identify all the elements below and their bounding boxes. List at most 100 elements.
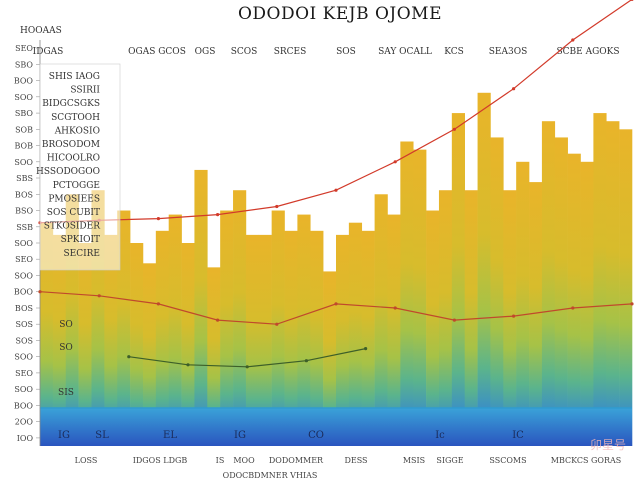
bar: [130, 243, 144, 446]
bottom-axis-label: IS: [216, 456, 225, 465]
legend-entry: STKOSIDER: [44, 222, 101, 232]
chart-title: ODODOI KEJB OJOME: [238, 4, 442, 24]
top-header-label: SCOS: [231, 47, 258, 57]
bar: [258, 234, 272, 446]
series-point: [334, 302, 338, 306]
series-point: [216, 318, 220, 322]
top-header-label: SEA3OS: [489, 47, 528, 57]
series-point: [275, 322, 279, 326]
bar: [348, 222, 363, 446]
legend-entry: SSIRII: [70, 86, 100, 96]
bar: [426, 210, 440, 446]
series-point: [393, 160, 397, 164]
bottom-axis-label: SSCOMS: [489, 456, 526, 465]
y-tick-label: BOS: [15, 304, 33, 313]
top-header-label: SCBE AGOKS: [556, 47, 619, 57]
y-tick-label: SOO: [14, 158, 33, 167]
bottom-inner-label: EL: [163, 430, 177, 441]
y-tick-label: SEO: [15, 369, 33, 378]
bar: [619, 129, 633, 446]
bar: [451, 113, 465, 446]
y-tick-label: SSB: [16, 223, 33, 232]
bar: [181, 243, 195, 446]
series-point: [364, 347, 368, 351]
legend-entry: HSSODOGOO: [36, 167, 100, 177]
mid-label: SO: [59, 320, 73, 330]
bar: [207, 267, 221, 446]
y-tick-label: SBO: [15, 109, 34, 118]
bottom-axis-label: SIGGE: [436, 456, 463, 465]
series-point: [571, 306, 575, 310]
series-point: [334, 188, 338, 192]
bar: [284, 230, 298, 446]
y-tick-label: SEO: [15, 255, 33, 264]
y-tick-label: BOO: [14, 288, 34, 297]
top-header-label: OGS: [195, 47, 216, 57]
y-tick-label: BSO: [15, 207, 33, 216]
series-point: [511, 314, 516, 318]
series-point: [304, 359, 308, 363]
bar: [323, 271, 337, 446]
bar: [142, 263, 157, 446]
top-header-label: SAY OCALL: [378, 47, 432, 57]
y-tick-label: BOS: [15, 190, 33, 199]
bar: [271, 210, 285, 446]
legend-entry: BIDGCSGKS: [42, 99, 100, 109]
bottom-inner-label: IG: [234, 430, 246, 441]
bar: [117, 210, 131, 446]
bottom-axis-label: LOSS: [75, 456, 98, 465]
y-tick-label: BOB: [15, 142, 34, 151]
y-axis: IOO 2OO BOO SOO SEO SOO SOS SOS BOS BOO SOO SEO SOO S…: [14, 40, 41, 446]
y-tick-label: SEO: [15, 44, 33, 53]
bar: [529, 182, 543, 446]
bar: [374, 194, 388, 446]
bar: [490, 137, 504, 446]
legend-entry: SPKIOIT: [61, 235, 100, 245]
bar: [567, 153, 581, 446]
legend-entry: PCTOGGE: [53, 181, 100, 191]
bar: [297, 214, 311, 446]
y-tick-label: BOO: [14, 77, 34, 86]
bar: [336, 234, 350, 446]
series-point: [630, 0, 634, 1]
bottom-axis-label: MBCKCS GORAS: [551, 456, 621, 465]
legend-box: [39, 63, 121, 271]
y-tick-label: SOO: [14, 385, 33, 394]
legend-entry: SECIRE: [63, 249, 100, 259]
series-point: [127, 355, 131, 359]
bar: [387, 214, 401, 446]
legend-entry: AHKOSIO: [54, 126, 100, 136]
bar: [477, 92, 491, 446]
series-point: [245, 365, 249, 369]
bottom-inner-label: IG: [58, 430, 70, 441]
y-tick-label: IOO: [17, 434, 34, 443]
bar: [233, 190, 247, 446]
legend-entry: PMOSIEES: [48, 194, 100, 204]
legend: SHIS IAOG SSIRII BIDGCSGKS SCGTOOH AHKOSIO BR…: [36, 72, 100, 259]
legend-entry: BROSODOM: [42, 140, 100, 150]
bar: [413, 149, 427, 446]
bar: [52, 234, 67, 446]
bottom-axis-label: DESS: [344, 456, 367, 465]
series-lines: [38, 0, 634, 369]
bottom-inner-label: Ic: [435, 430, 445, 441]
bar: [310, 230, 324, 446]
bar: [541, 121, 556, 446]
bar: [194, 169, 208, 447]
watermark: 卯星号: [590, 438, 626, 452]
legend-entry: SOS CUBIT: [47, 208, 100, 218]
series-point: [452, 127, 456, 131]
y-tick-label: SOB: [15, 125, 33, 134]
bar: [104, 234, 118, 446]
bottom-axis-labels: LOSS IDGOS LDGB IS MOO DODOMMER DESS MSIS SIGGE…: [75, 456, 622, 465]
bar: [400, 141, 414, 446]
bar: [155, 230, 169, 446]
series-point: [156, 302, 160, 306]
mid-labels: SO SO SIS: [58, 320, 74, 398]
legend-entry: SHIS IAOG: [49, 72, 100, 82]
bottom-axis-label: IDGOS LDGB: [133, 456, 188, 465]
top-header-labels: IDGAS OGAS GCOS OGS SCOS SRCES SOS SAY OCALL KC…: [33, 47, 620, 57]
bottom-inner-label: SL: [95, 430, 109, 441]
y-tick-label: SOS: [15, 336, 33, 345]
